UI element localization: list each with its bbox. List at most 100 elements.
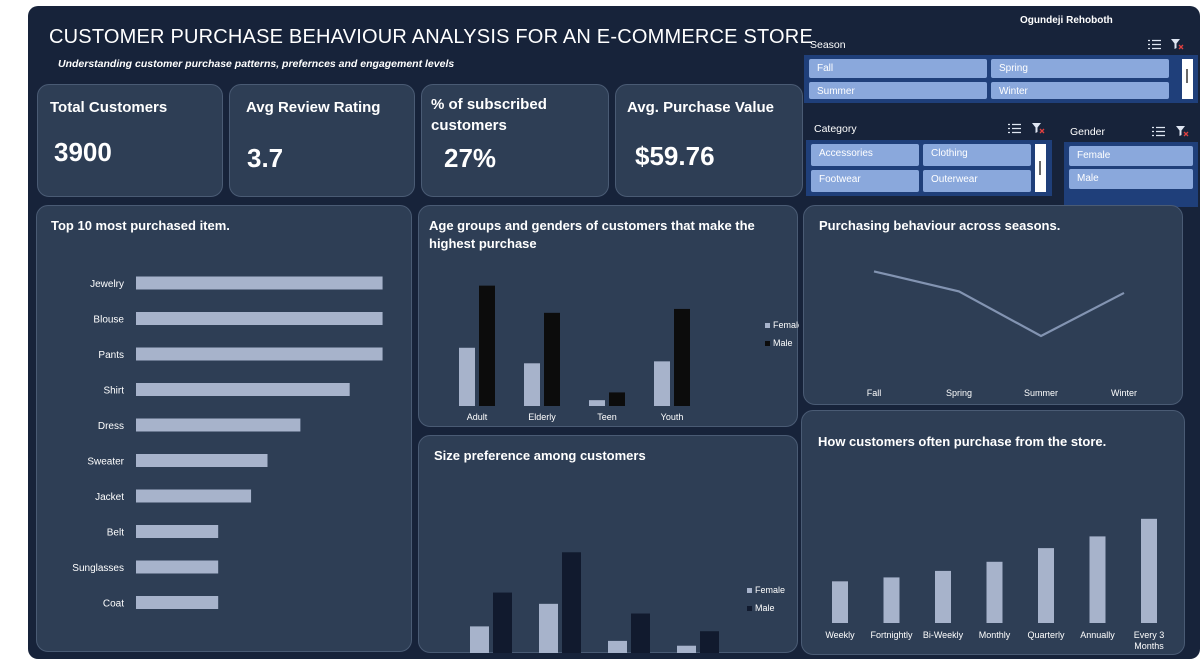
clear-filter-icon[interactable] [1171, 39, 1184, 50]
bar [136, 525, 219, 538]
legend-swatch [747, 606, 752, 611]
bar [677, 645, 696, 653]
tick-label: Blouse [93, 315, 124, 326]
clear-filter-icon[interactable] [1176, 126, 1189, 137]
kpi-card-total-customers: Total Customers 3900 [37, 84, 223, 197]
slicer-item-clothing[interactable]: Clothing [923, 144, 1031, 166]
bar [674, 308, 690, 406]
multi-select-icon[interactable] [1008, 123, 1021, 134]
bar [136, 560, 219, 574]
tick-label: Spring [946, 388, 972, 398]
bar [479, 285, 495, 406]
chart-title: Size preference among customers [434, 448, 646, 463]
slicer-item-outerwear[interactable]: Outerwear [923, 170, 1031, 192]
bar [136, 489, 252, 503]
bar [1038, 548, 1054, 623]
bar [136, 596, 219, 609]
slicer-item-accessories[interactable]: Accessories [811, 144, 919, 166]
bar [544, 312, 560, 406]
season-slicer-label: Season [810, 39, 846, 51]
kpi-label: % of subscribed customers [431, 96, 547, 134]
bar [1089, 536, 1106, 623]
category-slicer: Accessories Clothing Footwear Outerwear [806, 140, 1052, 196]
kpi-label: Avg Review Rating [246, 99, 381, 116]
kpi-label: Avg. Purchase Value [627, 99, 775, 116]
bar [136, 383, 350, 396]
tick-label: Youth [661, 412, 684, 422]
slicer-item-spring[interactable]: Spring [991, 59, 1169, 78]
kpi-value: 3900 [54, 137, 112, 167]
bar [608, 640, 627, 653]
tick-label: Sweater [87, 457, 124, 468]
tick-label: Months [1134, 641, 1164, 651]
tick-label: Monthly [979, 630, 1011, 640]
multi-select-icon[interactable] [1148, 39, 1161, 50]
bar [136, 312, 383, 325]
clear-filter-icon[interactable] [1032, 123, 1045, 134]
season-slicer: Fall Spring Summer Winter [804, 55, 1198, 103]
bar [539, 603, 558, 653]
bar [136, 347, 383, 361]
age-gender-card: Age groups and genders of customers that… [418, 205, 799, 427]
tick-label: Adult [467, 412, 488, 422]
bar [883, 577, 900, 623]
size-preference-card: Size preference among customers LMSXLFem… [418, 435, 798, 653]
tick-label: Pants [98, 350, 124, 361]
chart-title: Purchasing behaviour across seasons. [819, 218, 1061, 233]
slicer-item-summer[interactable]: Summer [809, 82, 987, 99]
tick-label: Jacket [95, 492, 124, 503]
category-slicer-scrollbar[interactable] [1035, 144, 1046, 192]
slicer-item-female[interactable]: Female [1069, 146, 1193, 166]
tick-label: Summer [1024, 388, 1058, 398]
tick-label: Quarterly [1027, 630, 1065, 640]
bar [700, 631, 719, 653]
bar [986, 561, 1003, 623]
tick-label: Elderly [528, 412, 556, 422]
tick-label: Every 3 [1134, 630, 1165, 640]
bar [136, 276, 383, 290]
seasons-chart: Fall Spring Summer Winter [867, 270, 1137, 398]
tick-label: Sunglasses [72, 563, 124, 574]
tick-label: Teen [597, 412, 617, 422]
bar [493, 592, 512, 653]
bar [562, 552, 581, 653]
legend-label: Female [773, 320, 799, 330]
dashboard-frame: CUSTOMER PURCHASE BEHAVIOUR ANALYSIS FOR… [28, 6, 1200, 659]
chart-title: How customers often purchase from the st… [818, 434, 1107, 449]
slicer-item-male[interactable]: Male [1069, 169, 1193, 189]
slicer-item-fall[interactable]: Fall [809, 59, 987, 78]
slicer-item-winter[interactable]: Winter [991, 82, 1169, 99]
slicer-item-footwear[interactable]: Footwear [811, 170, 919, 192]
legend-swatch [747, 588, 752, 593]
kpi-card-subscribed: % of subscribed customers 27% [421, 84, 609, 197]
top-items-chart: Jewelry Blouse Pants Shirt Dress Sweater Jacke… [72, 276, 383, 610]
bar [136, 454, 268, 467]
age-gender-chart: Adult Elderly Teen Youth Female Male [459, 285, 799, 422]
bar [459, 347, 475, 406]
bar [935, 570, 951, 623]
season-slicer-scrollbar[interactable] [1182, 59, 1193, 99]
author-name: Ogundeji Rehoboth [1020, 15, 1113, 26]
chart-title: Age groups and genders of customers that… [429, 218, 755, 251]
size-preference-chart: LMSXLFemaleMale [470, 552, 785, 653]
tick-label: Jewelry [90, 279, 124, 290]
tick-label: Bi-Weekly [923, 630, 964, 640]
multi-select-icon[interactable] [1152, 126, 1165, 137]
kpi-card-avg-review: Avg Review Rating 3.7 [229, 84, 415, 197]
kpi-value: 3.7 [247, 143, 284, 173]
bar [832, 581, 848, 623]
bar [654, 361, 670, 406]
bar [1141, 518, 1157, 623]
kpi-value: 27% [444, 143, 497, 173]
dashboard-title: CUSTOMER PURCHASE BEHAVIOUR ANALYSIS FOR… [49, 26, 813, 48]
dashboard-subtitle: Understanding customer purchase patterns… [58, 58, 455, 70]
tick-label: Annually [1080, 630, 1115, 640]
purchase-frequency-card: How customers often purchase from the st… [801, 410, 1185, 655]
top-items-card: Top 10 most purchased item. Jewelry Blous… [36, 205, 412, 652]
purchase-frequency-chart: Weekly Fortnightly Bi-Weekly Monthly Quarter… [825, 518, 1165, 651]
bar [589, 400, 605, 406]
kpi-value: $59.76 [635, 141, 715, 171]
chart-title: Top 10 most purchased item. [51, 218, 230, 233]
tick-label: Fortnightly [870, 630, 913, 640]
bar [609, 392, 625, 406]
